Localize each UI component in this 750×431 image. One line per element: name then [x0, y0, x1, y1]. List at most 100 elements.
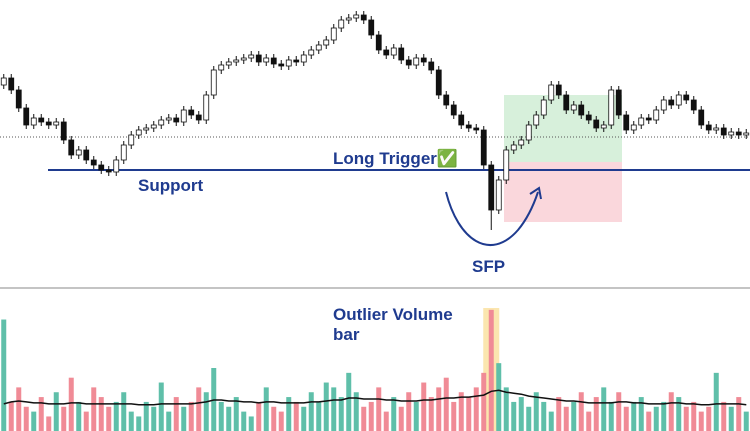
- volume-bar: [203, 392, 209, 431]
- candle-body: [428, 61, 435, 71]
- volume-bar: [113, 401, 119, 431]
- candle-body: [15, 89, 22, 109]
- volume-bar: [188, 401, 194, 431]
- candle-body: [623, 114, 630, 131]
- volume-bar: [676, 397, 682, 431]
- volume-bar: [421, 382, 427, 431]
- volume-bar: [98, 397, 104, 431]
- volume-bar: [638, 397, 644, 431]
- candle-body: [195, 114, 202, 121]
- candle-body: [105, 169, 112, 173]
- volume-bar: [196, 387, 202, 431]
- candle-body: [233, 59, 240, 63]
- sfp-arrow: [445, 191, 539, 247]
- candle-body: [443, 94, 450, 106]
- volume-bar: [218, 401, 224, 431]
- candle-body: [600, 124, 607, 129]
- candle-body: [248, 54, 255, 59]
- volume-bar: [488, 309, 494, 431]
- volume-bar: [541, 401, 547, 431]
- volume-bar: [511, 401, 517, 431]
- candle-body: [660, 99, 667, 111]
- candle-body: [570, 104, 577, 111]
- volume-bar: [338, 397, 344, 431]
- candle-body: [630, 124, 637, 131]
- volume-bar: [271, 406, 277, 431]
- candle-body: [450, 104, 457, 116]
- volume-bar: [91, 387, 97, 431]
- volume-bar: [503, 387, 509, 431]
- candle-body: [405, 59, 412, 66]
- candle-body: [38, 117, 45, 123]
- candle-body: [675, 94, 682, 106]
- volume-bar: [61, 406, 67, 431]
- volume-bar: [593, 397, 599, 431]
- volume-bar: [571, 401, 577, 431]
- volume-bar: [668, 392, 674, 431]
- candle-body: [240, 57, 247, 61]
- volume-bar: [586, 411, 592, 431]
- volume-bar: [16, 387, 22, 431]
- volume-bar: [601, 387, 607, 431]
- candle-body: [503, 149, 510, 181]
- volume-bar: [646, 411, 652, 431]
- volume-bar: [23, 406, 29, 431]
- volume-bar: [53, 392, 59, 431]
- candle-body: [68, 139, 75, 156]
- candle-body: [158, 119, 165, 126]
- candle-body: [23, 107, 30, 126]
- volume-bar: [713, 372, 719, 431]
- candle-body: [638, 117, 645, 126]
- candle-body: [60, 121, 67, 141]
- candle-body: [698, 109, 705, 126]
- candle-body: [315, 44, 322, 51]
- volume-bar: [683, 406, 689, 431]
- candle-body: [135, 129, 142, 136]
- volume-bar: [301, 406, 307, 431]
- volume-bar: [248, 416, 254, 431]
- candle-body: [323, 39, 330, 46]
- volume-bar: [76, 401, 82, 431]
- volume-bar: [278, 411, 284, 431]
- candle-body: [690, 99, 697, 111]
- volume-bar: [136, 416, 142, 431]
- candle-body: [375, 34, 382, 51]
- volume-bar: [316, 401, 322, 431]
- candle-body: [473, 127, 480, 131]
- volume-bar: [121, 392, 127, 431]
- volume-bar: [68, 377, 74, 431]
- candle-body: [458, 114, 465, 126]
- candle-body: [203, 94, 210, 121]
- volume-bar: [391, 397, 397, 431]
- volume-bar: [451, 401, 457, 431]
- volume-bar: [128, 411, 134, 431]
- volume-bar: [368, 401, 374, 431]
- volume-bar: [151, 406, 157, 431]
- candle-body: [210, 69, 217, 96]
- candle-body: [98, 164, 105, 171]
- volume-bar: [323, 382, 329, 431]
- candle-body: [413, 57, 420, 66]
- volume-bar: [563, 406, 569, 431]
- candle-body: [300, 54, 307, 63]
- candle-body: [0, 77, 7, 86]
- volume-bar: [376, 387, 382, 431]
- candle-body: [390, 47, 397, 56]
- candle-body: [143, 127, 150, 131]
- stop-zone: [504, 162, 622, 222]
- candle-body: [555, 84, 562, 96]
- volume-bar: [233, 397, 239, 431]
- candle-body: [330, 27, 337, 41]
- candle-body: [285, 59, 292, 67]
- volume-bar: [428, 397, 434, 431]
- sfp-arrow-head: [529, 186, 542, 200]
- candle-body: [518, 139, 525, 146]
- volume-bar: [661, 401, 667, 431]
- candle-body: [720, 127, 727, 136]
- candle-body: [488, 164, 495, 211]
- volume-bar: [473, 387, 479, 431]
- volume-bar: [556, 397, 562, 431]
- volume-bar: [436, 387, 442, 431]
- candle-body: [420, 57, 427, 63]
- volume-bar: [398, 406, 404, 431]
